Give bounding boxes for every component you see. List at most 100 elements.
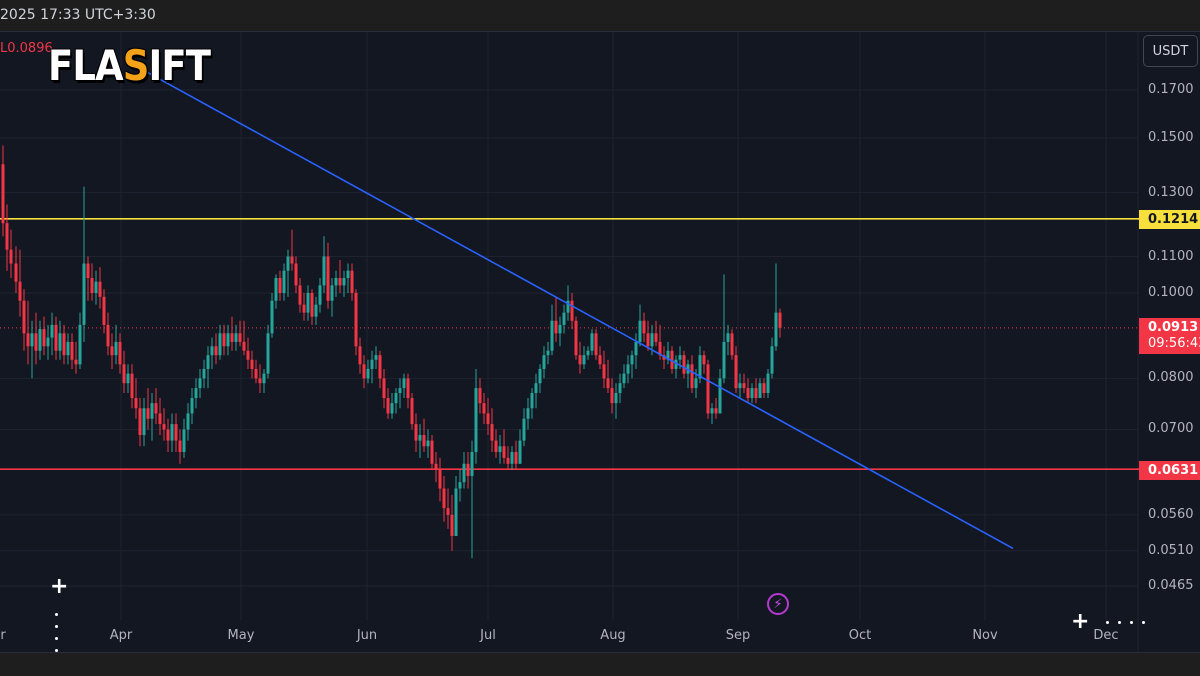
candle-up — [722, 341, 726, 379]
candle-up — [474, 388, 478, 453]
candle-down — [362, 364, 366, 379]
candle-up — [774, 312, 778, 347]
time-axis-label: Jul — [480, 628, 496, 643]
candle-up — [546, 350, 550, 356]
candle-down — [18, 281, 22, 301]
candle-down — [730, 333, 734, 356]
candle-down — [714, 408, 718, 414]
price-axis-label: 0.0700 — [1148, 421, 1194, 437]
candle-down — [654, 333, 658, 342]
candle-down — [754, 388, 758, 399]
candle-down — [42, 329, 46, 347]
candle-down — [278, 277, 282, 293]
candle-up — [542, 355, 546, 369]
price-axis-label: 0.0560 — [1148, 506, 1194, 522]
more-vertical-dots-icon[interactable] — [55, 613, 59, 661]
candle-down — [594, 333, 598, 356]
candle-down — [354, 292, 358, 347]
candle-down — [90, 277, 94, 293]
logo-s-mark: S — [122, 40, 150, 90]
price-axis-label: 0.1300 — [1148, 184, 1194, 200]
candle-up — [758, 383, 762, 399]
candle-up — [626, 364, 630, 374]
candle-up — [226, 333, 230, 347]
candle-up — [114, 341, 118, 356]
logo-text-right: IFT — [148, 40, 211, 90]
candle-up — [394, 393, 398, 404]
candle-up — [66, 341, 70, 356]
candle-up — [498, 446, 502, 453]
candle-up — [274, 277, 278, 301]
more-horizontal-dots-icon[interactable] — [1106, 621, 1145, 624]
candle-up — [674, 359, 678, 369]
candle-down — [178, 440, 182, 453]
candle-down — [26, 333, 30, 347]
candle-up — [82, 263, 86, 325]
candle-down — [578, 355, 582, 365]
candle-up — [306, 292, 310, 313]
candle-down — [174, 424, 178, 441]
candle-up — [142, 408, 146, 436]
candle-down — [702, 355, 706, 365]
candle-up — [346, 270, 350, 278]
candle-down — [606, 378, 610, 389]
candle-up — [150, 403, 154, 419]
candle-up — [270, 300, 274, 334]
candle-down — [486, 413, 490, 425]
trendline — [127, 61, 1014, 550]
candle-up — [470, 452, 474, 476]
candle-up — [194, 388, 198, 399]
price-axis-label: 0.1500 — [1148, 129, 1194, 145]
candle-up — [426, 440, 430, 447]
candle-up — [342, 277, 346, 286]
candle-up — [678, 355, 682, 360]
candle-down — [350, 270, 354, 293]
current-price: 0.0913 — [1148, 320, 1199, 335]
resistance-price-tag: 0.1214 — [1139, 210, 1200, 229]
candle-down — [574, 320, 578, 356]
add-plus-icon[interactable]: + — [50, 574, 69, 599]
candle-down — [98, 281, 102, 297]
price-axis-label: 0.1100 — [1148, 248, 1194, 264]
candle-down — [162, 424, 166, 430]
time-axis-label: Sep — [725, 628, 751, 643]
candle-up — [234, 333, 238, 342]
candle-down — [646, 333, 650, 347]
candle-down — [706, 364, 710, 414]
candle-up — [454, 488, 458, 536]
candle-down — [682, 355, 686, 374]
candle-up — [334, 277, 338, 286]
candle-down — [294, 263, 298, 286]
candle-up — [614, 393, 618, 404]
price-axis-label: 0.0800 — [1148, 370, 1194, 386]
candle-countdown: 09:56:43 — [1148, 336, 1200, 351]
candle-up — [218, 333, 222, 356]
price-axis-label: 0.0510 — [1148, 542, 1194, 558]
top-bar: 2025 17:33 UTC+3:30 — [0, 0, 1200, 32]
candle-down — [610, 388, 614, 404]
candle-down — [430, 440, 434, 464]
candle-up — [530, 393, 534, 409]
candle-down — [414, 424, 418, 441]
candle-down — [250, 359, 254, 369]
candle-up — [390, 403, 394, 414]
candle-up — [170, 424, 174, 441]
candle-down — [106, 324, 110, 347]
time-axis-label: Aug — [600, 628, 626, 643]
candle-up — [418, 435, 422, 441]
candle-down — [358, 346, 362, 365]
candle-up — [622, 373, 626, 384]
logo-text-left: FLA — [48, 40, 124, 90]
support-price-tag: 0.0631 — [1139, 461, 1200, 480]
candle-up — [186, 413, 190, 430]
candle-down — [326, 256, 330, 301]
currency-button[interactable]: USDT — [1143, 35, 1198, 67]
time-axis-label: Nov — [972, 628, 998, 643]
add-plus-icon-axis[interactable]: + — [1071, 609, 1090, 634]
candle-down — [502, 446, 506, 458]
candle-down — [490, 424, 494, 441]
candle-up — [550, 320, 554, 351]
candle-up — [694, 378, 698, 389]
lightning-event-icon[interactable]: ⚡ — [767, 593, 789, 615]
